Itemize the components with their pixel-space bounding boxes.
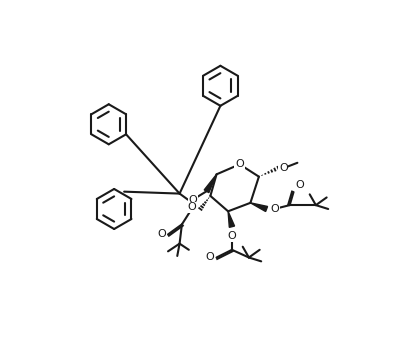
Text: O: O bbox=[235, 159, 244, 169]
Text: O: O bbox=[279, 163, 288, 173]
Text: O: O bbox=[206, 253, 214, 262]
Polygon shape bbox=[204, 174, 217, 193]
Text: O: O bbox=[157, 230, 166, 239]
Text: O: O bbox=[270, 204, 279, 214]
Text: O: O bbox=[188, 202, 197, 212]
Polygon shape bbox=[228, 211, 234, 227]
Text: O: O bbox=[188, 195, 197, 205]
Text: O: O bbox=[227, 231, 236, 241]
Polygon shape bbox=[250, 203, 267, 211]
Text: O: O bbox=[295, 180, 304, 190]
